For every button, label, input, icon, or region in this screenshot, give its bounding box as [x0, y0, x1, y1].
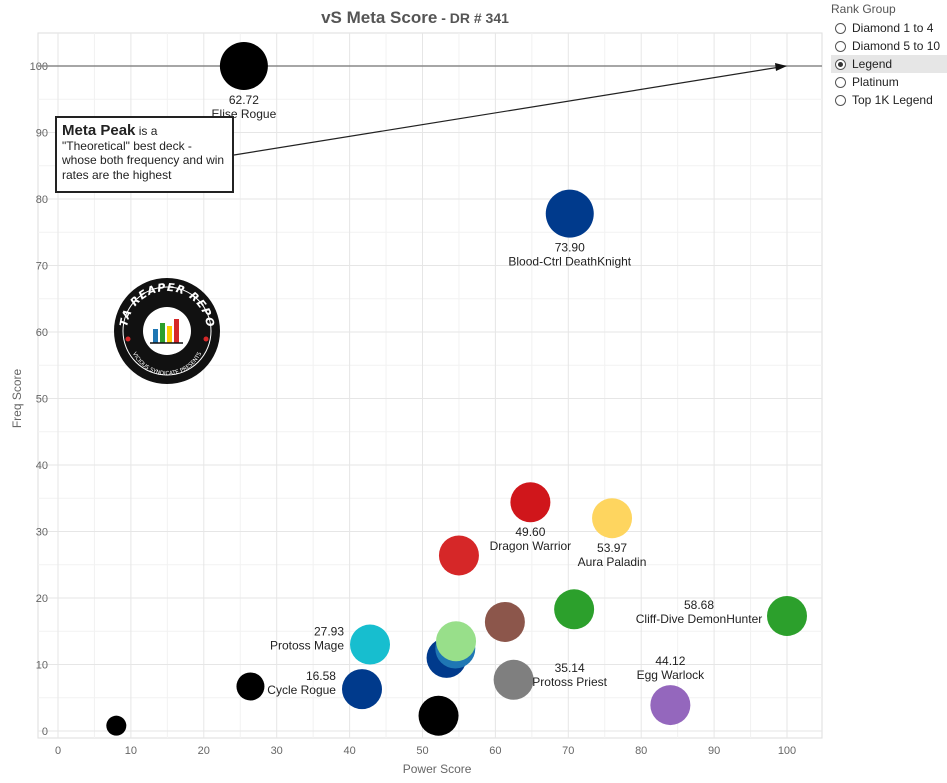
- data-point: [341, 669, 382, 710]
- y-tick-label: 0: [42, 726, 48, 738]
- x-tick-label: 70: [562, 745, 574, 757]
- y-tick-label: 40: [36, 460, 48, 472]
- x-tick-label: 0: [55, 745, 61, 757]
- point-name-label: Blood-Ctrl DeathKnight: [508, 255, 631, 269]
- point-score-label: 53.97: [597, 541, 627, 555]
- gridlines: [37, 32, 823, 739]
- y-tick-label: 100: [30, 61, 48, 73]
- point-score-label: 49.60: [515, 525, 545, 539]
- radio-icon[interactable]: [835, 94, 846, 106]
- point-score-label: 27.93: [314, 625, 344, 639]
- legend-item-diamond-5-10[interactable]: Diamond 5 to 10: [831, 37, 947, 55]
- data-point: [545, 189, 594, 238]
- data-point: [554, 589, 595, 630]
- data-point: [350, 624, 391, 665]
- legend-title: Rank Group: [831, 2, 896, 16]
- annotation-text: is a "Theoretical" best deck - whose bot…: [62, 124, 225, 182]
- x-tick-label: 30: [271, 745, 283, 757]
- rank-group-legend: Rank Group Diamond 1 to 4 Diamond 5 to 1…: [831, 2, 947, 109]
- x-tick-label: 80: [635, 745, 647, 757]
- x-tick-label: 100: [778, 745, 796, 757]
- data-point: [436, 621, 477, 662]
- data-points: [106, 42, 807, 736]
- data-reaper-logo: DATA REAPER REPORT VICIOUS SYNDICATE PRE…: [114, 278, 220, 384]
- x-tick-label: 10: [125, 745, 137, 757]
- radio-icon[interactable]: [835, 40, 846, 52]
- point-name-label: Cliff-Dive DemonHunter: [636, 612, 763, 626]
- radio-icon[interactable]: [835, 22, 846, 34]
- y-tick-label: 80: [36, 194, 48, 206]
- annotation-arrow-line: [233, 66, 778, 156]
- point-score-label: 35.14: [555, 661, 585, 675]
- arrow-head-icon: [775, 63, 787, 71]
- legend-item-platinum[interactable]: Platinum: [831, 73, 947, 91]
- point-score-label: 73.90: [555, 241, 585, 255]
- y-tick-label: 10: [36, 660, 48, 672]
- plot-frame: [37, 32, 823, 739]
- x-axis-label: Power Score: [403, 762, 472, 776]
- data-point: [418, 695, 459, 736]
- point-name-label: Egg Warlock: [637, 668, 706, 682]
- radio-selected-icon[interactable]: [835, 58, 846, 70]
- data-point: [650, 685, 691, 726]
- data-point: [236, 672, 265, 701]
- data-point: [510, 482, 551, 523]
- x-tick-label: 40: [343, 745, 355, 757]
- point-score-label: 44.12: [655, 654, 685, 668]
- x-tick-label: 20: [198, 745, 210, 757]
- point-name-label: Cycle Rogue: [267, 683, 336, 697]
- point-name-label: Protoss Mage: [270, 639, 344, 653]
- data-point: [219, 42, 268, 90]
- point-name-label: Aura Paladin: [578, 555, 647, 569]
- y-tick-label: 20: [36, 593, 48, 605]
- data-point: [592, 498, 633, 539]
- y-tick-label: 50: [36, 394, 48, 406]
- y-tick-label: 70: [36, 261, 48, 273]
- meta-peak-annotation: Meta Peak is a "Theoretical" best deck -…: [55, 116, 234, 193]
- y-tick-label: 90: [36, 128, 48, 140]
- radio-icon[interactable]: [835, 76, 846, 88]
- point-name-label: Dragon Warrior: [490, 539, 572, 553]
- data-point: [106, 715, 127, 736]
- y-tick-label: 30: [36, 527, 48, 539]
- x-tick-label: 50: [416, 745, 428, 757]
- point-name-label: Protoss Priest: [532, 675, 607, 689]
- legend-item-diamond-1-4[interactable]: Diamond 1 to 4: [831, 19, 947, 37]
- point-score-label: 16.58: [306, 669, 336, 683]
- meta-peak-line: [38, 63, 822, 156]
- axes: 0 10 20 30 40 50 60 70 80 90 100 0 10 20 30 40 50 60 70 80 9…: [10, 61, 796, 776]
- data-point: [438, 535, 479, 576]
- annotation-title: Meta Peak: [62, 122, 136, 139]
- data-point: [767, 595, 807, 636]
- x-tick-label: 90: [708, 745, 720, 757]
- x-tick-label: 60: [489, 745, 501, 757]
- data-point: [493, 659, 534, 700]
- y-axis-label: Freq Score: [10, 368, 24, 428]
- chart-title: vS Meta Score - DR # 341: [321, 8, 509, 27]
- point-score-label: 62.72: [229, 93, 259, 107]
- y-tick-label: 60: [36, 327, 48, 339]
- point-score-label: 58.68: [684, 598, 714, 612]
- legend-item-top-1k-legend[interactable]: Top 1K Legend: [831, 91, 947, 109]
- legend-item-legend[interactable]: Legend: [831, 55, 947, 73]
- data-point: [484, 601, 525, 642]
